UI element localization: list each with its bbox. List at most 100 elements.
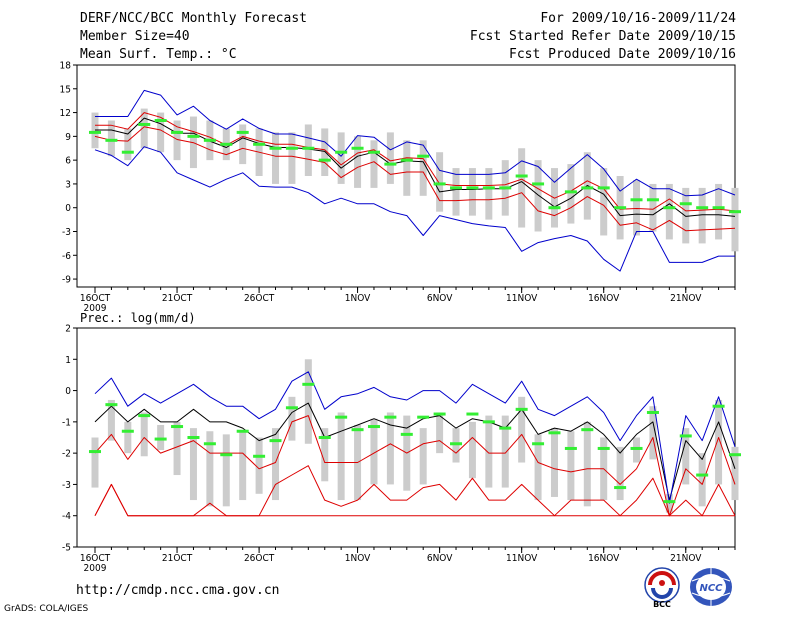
median-dash [663, 500, 676, 504]
box-bar [534, 434, 542, 501]
median-dash [367, 425, 380, 429]
box-bar [468, 421, 476, 479]
member-size-label: Member Size=40 [80, 29, 190, 44]
median-dash [105, 403, 118, 407]
forecast-period-label: For 2009/10/16-2009/11/24 [540, 11, 736, 26]
median-dash [728, 210, 741, 214]
median-dash [285, 146, 298, 150]
median-dash [450, 442, 463, 446]
median-dash [466, 412, 479, 416]
median-dash [696, 206, 709, 210]
median-dash [712, 404, 725, 408]
box-bar [239, 124, 247, 165]
median-dash [499, 426, 512, 430]
box-bar [419, 428, 427, 485]
x-tick-label: 21OCT [162, 293, 193, 304]
median-dash [400, 158, 413, 162]
median-dash [466, 186, 479, 190]
median-dash [532, 182, 545, 186]
box-bar [616, 446, 624, 501]
y-tick-label: -4 [62, 511, 71, 522]
box-bar [272, 132, 280, 184]
y-tick-label: 18 [60, 61, 72, 72]
x-tick-label: 16OCT [80, 553, 111, 564]
median-dash [663, 206, 676, 210]
x-tick-label: 26OCT [244, 553, 275, 564]
x-tick-label: 26OCT [244, 293, 275, 304]
median-dash [269, 146, 282, 150]
box-bar [304, 359, 312, 444]
box-bar [386, 132, 394, 184]
median-dash [564, 190, 577, 194]
median-dash [597, 446, 610, 450]
box-bar [485, 415, 493, 488]
box-bar [140, 108, 148, 149]
box-bar [649, 406, 657, 460]
box-bar [403, 140, 411, 196]
median-dash [220, 453, 233, 457]
ncc-logo-icon: NCC [690, 568, 732, 606]
median-dash [597, 186, 610, 190]
box-bar [518, 148, 526, 228]
box-bar [452, 168, 460, 216]
chart-title: DERF/NCC/BCC Monthly Forecast [80, 11, 307, 26]
y-tick-label: -3 [62, 227, 71, 238]
box-bar [731, 446, 739, 501]
median-dash [285, 406, 298, 410]
median-dash [728, 453, 741, 457]
x-tick-label: 6NOV [427, 553, 453, 564]
median-dash [712, 206, 725, 210]
bcc-logo-text: BCC [653, 600, 671, 608]
refer-date-label: Fcst Started Refer Date 2009/10/15 [469, 29, 736, 44]
median-dash [515, 174, 528, 178]
median-dash [154, 437, 167, 441]
median-dash [646, 410, 659, 414]
produced-date-label: Fcst Produced Date 2009/10/16 [509, 47, 736, 62]
median-dash [187, 134, 200, 138]
median-dash [400, 432, 413, 436]
median-dash [417, 154, 430, 158]
box-bar [173, 421, 181, 476]
median-dash [384, 415, 397, 419]
median-dash [696, 473, 709, 477]
y-tick-label: -5 [62, 543, 71, 554]
median-dash [203, 442, 216, 446]
box-bar [173, 120, 181, 161]
source-url[interactable]: http://cmdp.ncc.cma.gov.cn [76, 583, 280, 598]
box-bar [288, 396, 296, 441]
box-bar [157, 112, 165, 153]
median-dash [121, 429, 134, 433]
box-bar [436, 152, 444, 212]
median-dash [433, 182, 446, 186]
y-tick-label: 0 [65, 203, 71, 214]
y-tick-label: 9 [65, 132, 71, 143]
box-bar [468, 168, 476, 216]
median-dash [417, 415, 430, 419]
box-bar [321, 428, 329, 482]
median-dash [679, 434, 692, 438]
median-dash [203, 138, 216, 142]
box-bar [272, 428, 280, 501]
series-ensemble-max [94, 371, 736, 504]
box-bar [124, 128, 132, 161]
median-dash [138, 122, 151, 126]
box-bar [550, 428, 558, 497]
y-tick-label: -6 [62, 251, 71, 262]
y-tick-label: 15 [60, 84, 71, 95]
y-tick-label: -3 [62, 480, 71, 491]
panel-1: -9 -6 -3 0 3 6 9 12 15 18 16OCT 21OCT 26OCT 1NOV 6NOV 1… [60, 61, 741, 314]
box-bar [386, 412, 394, 485]
median-dash [548, 206, 561, 210]
box-bar [649, 183, 657, 232]
median-dash [564, 446, 577, 450]
x-tick-label: 6NOV [427, 293, 453, 304]
box-bar [304, 124, 312, 176]
box-bar [157, 424, 165, 451]
box-bar [567, 164, 575, 224]
box-bar [518, 396, 526, 463]
median-dash [121, 150, 134, 154]
median-dash [253, 142, 266, 146]
median-dash [581, 186, 594, 190]
median-dash [679, 202, 692, 206]
